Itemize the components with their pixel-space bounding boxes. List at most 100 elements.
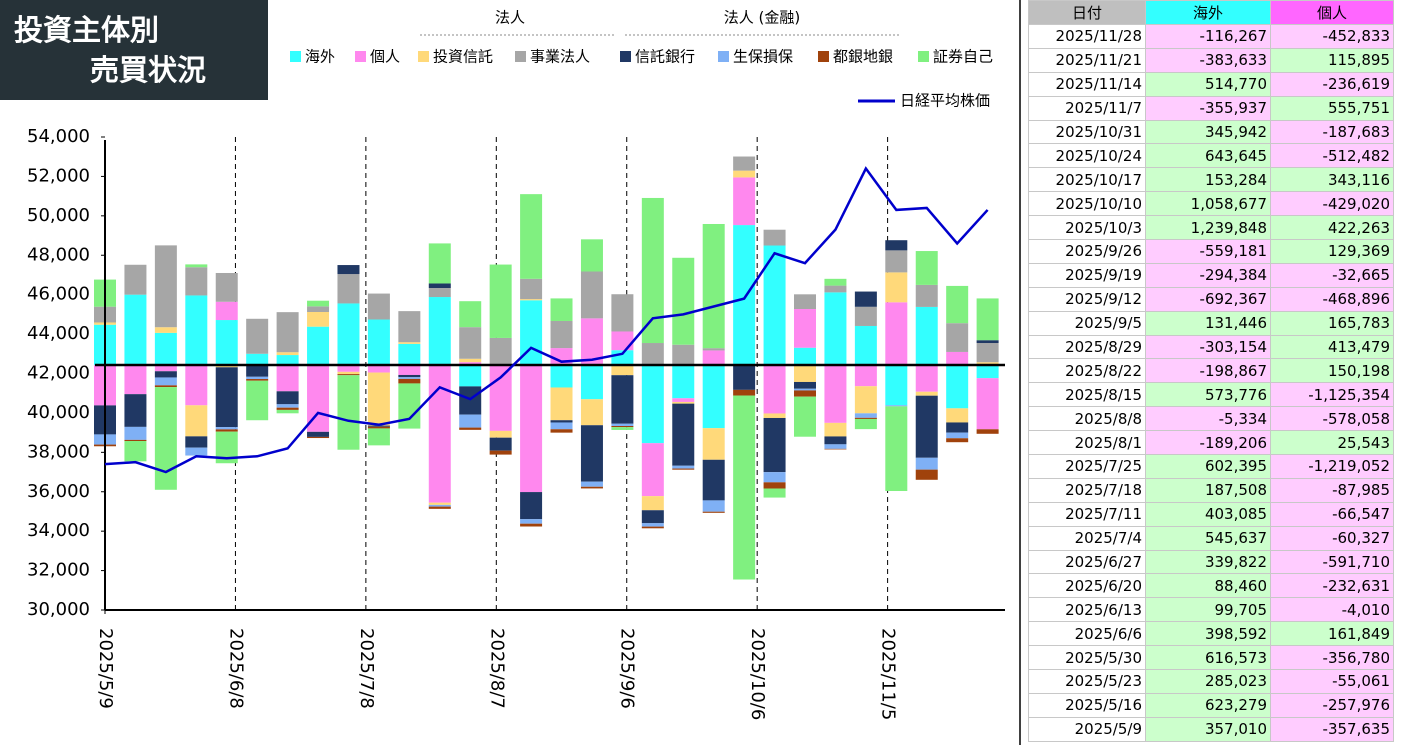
y-tick-label: 42,000 — [27, 363, 90, 384]
table-cell: 413,479 — [1270, 334, 1394, 360]
legend-label: 生保損保 — [733, 48, 793, 66]
bar — [733, 170, 756, 178]
table-cell: -452,833 — [1270, 24, 1394, 49]
bar — [215, 301, 238, 321]
bar — [885, 406, 908, 492]
table-cell: -303,154 — [1145, 334, 1271, 360]
bar — [672, 468, 695, 470]
bar — [489, 437, 512, 451]
table-row: 2025/5/16 623,279 -257,976 — [1028, 692, 1394, 718]
x-tick-label: 2025/5/9 — [95, 628, 116, 709]
legend-swatch — [918, 51, 929, 62]
table-row: 2025/9/5 131,446 165,783 — [1028, 310, 1394, 336]
table-cell: 2025/10/10 — [1028, 191, 1146, 217]
legend-swatch — [818, 51, 829, 62]
bar — [641, 343, 664, 366]
bar — [124, 365, 147, 395]
bar — [246, 379, 269, 381]
table-cell: -198,867 — [1145, 358, 1271, 384]
bar — [611, 331, 634, 351]
bar — [702, 348, 725, 351]
bar — [672, 344, 695, 366]
bar — [915, 457, 938, 470]
bar — [398, 374, 421, 378]
bar — [215, 367, 238, 428]
y-tick-label: 50,000 — [27, 205, 90, 226]
legend-label: 個人 — [370, 48, 400, 66]
bar — [428, 504, 451, 507]
table-header: 日付 — [1028, 0, 1146, 25]
table-cell: 343,116 — [1270, 167, 1394, 193]
bar — [246, 365, 269, 377]
bar — [824, 436, 847, 445]
bar — [489, 264, 512, 338]
table-cell: 514,770 — [1145, 71, 1271, 97]
bar — [580, 365, 603, 400]
bar — [185, 405, 208, 437]
bar — [611, 427, 634, 430]
bar — [276, 352, 299, 356]
bar — [398, 377, 421, 379]
table-cell: -187,683 — [1270, 119, 1394, 145]
bar — [794, 390, 816, 397]
bar — [185, 365, 208, 406]
legend-swatch — [418, 51, 429, 62]
bar — [915, 391, 938, 396]
bar — [702, 428, 725, 460]
y-tick-label: 30,000 — [27, 599, 90, 620]
bar — [459, 362, 482, 366]
table-cell: -236,619 — [1270, 71, 1394, 97]
table-cell: 2025/10/17 — [1028, 167, 1146, 193]
table-cell: -4,010 — [1270, 597, 1394, 623]
legend-swatch — [290, 51, 301, 62]
bar — [611, 365, 634, 376]
bar — [702, 365, 725, 429]
y-tick-label: 46,000 — [27, 284, 90, 305]
bar — [672, 398, 695, 402]
bar — [124, 294, 147, 366]
bar — [794, 388, 816, 391]
bar — [215, 427, 238, 430]
bar — [854, 386, 877, 414]
bar — [763, 417, 786, 473]
bar — [185, 267, 208, 296]
bar — [946, 422, 969, 433]
bar — [337, 265, 360, 275]
table-cell: 339,822 — [1145, 549, 1271, 575]
bar — [428, 287, 451, 298]
bar — [459, 327, 482, 359]
bar — [398, 365, 421, 375]
bar — [550, 422, 573, 430]
y-tick-label: 52,000 — [27, 165, 90, 186]
bar — [580, 271, 603, 319]
table-row: 2025/6/13 99,705 -4,010 — [1028, 597, 1394, 623]
bar — [794, 294, 816, 309]
bar — [915, 395, 938, 458]
table-cell: 2025/7/25 — [1028, 454, 1146, 479]
table-cell: 573,776 — [1145, 382, 1271, 408]
chart-title: 売買状況 — [90, 53, 206, 87]
table-cell: -5,334 — [1145, 406, 1271, 432]
table-cell: 403,085 — [1145, 501, 1271, 527]
table-cell: -468,896 — [1270, 286, 1394, 312]
table-cell: 2025/8/22 — [1028, 358, 1146, 384]
bar — [124, 264, 147, 295]
table-row: 2025/7/4 545,637 -60,327 — [1028, 525, 1394, 551]
bar — [459, 301, 482, 328]
title-box — [0, 0, 268, 100]
table-cell: -1,219,052 — [1270, 454, 1394, 479]
table-header: 個人 — [1270, 0, 1394, 25]
table-cell: -692,367 — [1145, 286, 1271, 312]
y-tick-label: 54,000 — [27, 126, 90, 147]
bar — [276, 391, 299, 405]
bar — [185, 295, 208, 366]
bar — [307, 311, 330, 327]
table-row: 2025/10/31 345,942 -187,683 — [1028, 119, 1394, 145]
bar — [854, 417, 877, 419]
bar — [733, 156, 756, 171]
bar — [185, 447, 208, 456]
bar — [459, 358, 482, 363]
bar — [946, 408, 969, 423]
table-cell: 345,942 — [1145, 119, 1271, 145]
bar — [428, 243, 451, 284]
